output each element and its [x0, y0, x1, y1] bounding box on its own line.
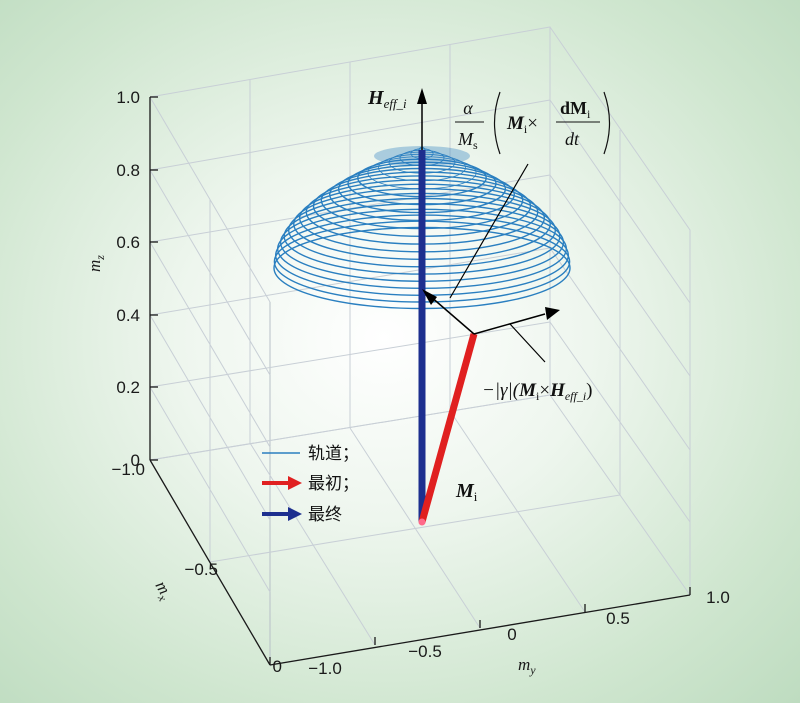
damping-cross-product: Mi×	[506, 113, 538, 136]
y-axis-title-main: m	[518, 655, 530, 674]
axis-lines	[149, 96, 691, 666]
damping-cross-m: M	[506, 113, 525, 134]
damping-ms-sub: s	[473, 138, 478, 152]
precession-h-sub: eff_i	[565, 389, 586, 403]
z-axis-title-main: m	[85, 260, 104, 272]
heff-label-sub: eff_i	[384, 96, 407, 111]
damping-term-equation: α Ms Mi× dMi dt	[455, 91, 611, 155]
damping-times-sign: ×	[527, 113, 538, 134]
damping-torque-arrow	[422, 289, 475, 335]
precession-times: ×	[539, 380, 550, 401]
z-tick-label: 0.6	[116, 233, 140, 252]
y-tick-label: −1.0	[308, 659, 342, 678]
z-tick-label: 1.0	[116, 88, 140, 107]
damping-dm-sub: i	[587, 107, 591, 121]
damping-dm-main: dM	[560, 98, 587, 118]
precession-torque-arrow	[473, 307, 560, 335]
heff-label: Heff_i	[367, 87, 407, 111]
precession-m-sub: i	[536, 389, 540, 403]
precession-h: H	[549, 380, 566, 401]
damping-alpha: α	[463, 98, 473, 118]
y-tick-labels: −1.0 −0.5 0 0.5 1.0	[308, 588, 730, 678]
x-tick-label: −0.5	[184, 560, 218, 579]
z-axis-title: mz	[85, 255, 107, 272]
precession-leader-line	[509, 323, 546, 363]
damping-dt: dt	[565, 129, 580, 149]
effective-field-arrow	[417, 88, 427, 150]
initial-magnetization-vector	[418, 333, 478, 523]
legend-initial-arrowhead	[288, 476, 302, 490]
mi-label-main: M	[455, 480, 475, 502]
legend-item-orbit: 轨道；	[262, 444, 359, 464]
y-tick-label: 0	[507, 625, 516, 644]
x-axis-title: mx	[149, 578, 177, 605]
z-tick-labels: 0 0.2 0.4 0.6 0.8 1.0	[116, 88, 140, 470]
precession-m: M	[518, 380, 537, 401]
z-axis-title-sub: z	[93, 255, 107, 261]
y-tick-label: 0.5	[606, 609, 630, 628]
origin-point	[418, 518, 426, 526]
damping-leader-line	[449, 163, 529, 299]
legend-initial-label: 最初；	[308, 474, 359, 494]
z-tick-label: 0.2	[116, 378, 140, 397]
damping-ms-main: M	[457, 129, 474, 149]
legend-item-initial: 最初；	[262, 474, 359, 494]
legend-orbit-label: 轨道；	[308, 444, 359, 464]
legend-final-arrowhead	[288, 507, 302, 521]
z-tick-label: 0	[131, 451, 140, 470]
damping-ms: Ms	[457, 129, 478, 152]
y-tick-label: 1.0	[706, 588, 730, 607]
legend-item-final: 最终	[262, 505, 342, 525]
y-tick-label: −0.5	[408, 642, 442, 661]
mi-label-sub: i	[474, 489, 478, 504]
damping-cross-m-sub: i	[524, 122, 528, 136]
z-tick-label: 0.8	[116, 161, 140, 180]
damping-left-paren	[493, 91, 501, 155]
legend-final-label: 最终	[308, 505, 342, 525]
damping-dm: dMi	[560, 98, 591, 121]
legend: 轨道； 最初； 最终	[262, 444, 359, 525]
z-tick-label: 0.4	[116, 306, 140, 325]
x-tick-label: −1.0	[111, 460, 145, 479]
damping-right-paren	[603, 91, 611, 155]
y-axis-title: my	[518, 655, 536, 677]
x-tick-labels: 0 −0.5 −1.0	[111, 460, 282, 676]
precession-suffix: )	[586, 380, 592, 401]
svg-text:mx: mx	[149, 578, 177, 605]
heff-label-main: H	[367, 87, 385, 109]
x-tick-label: 0	[273, 657, 282, 676]
mi-label: Mi	[455, 480, 478, 504]
precession-term-equation: −|γ|(Mi×Heff_i)	[482, 380, 593, 403]
y-axis-title-sub: y	[529, 663, 536, 677]
precession-prefix: −|γ|(	[482, 380, 521, 401]
svg-text:mz: mz	[85, 255, 107, 272]
